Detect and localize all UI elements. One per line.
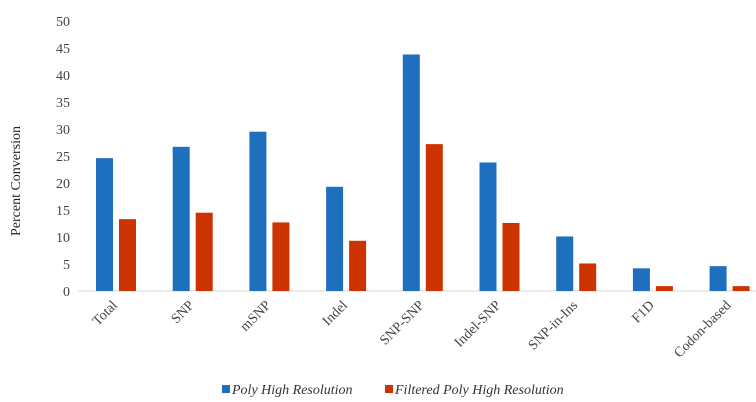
bar-poly-high-resolution-msnp [249, 131, 267, 291]
legend-swatch [385, 385, 393, 393]
bar-poly-high-resolution-snp-in-ins [556, 236, 574, 291]
bar-poly-high-resolution-snp [172, 146, 190, 291]
y-axis-title: Percent Conversion [9, 126, 24, 236]
bar-filtered-poly-high-resolution-indel-snp [502, 222, 520, 291]
bar-poly-high-resolution-f1d [632, 268, 650, 291]
y-tick-label: 25 [56, 150, 70, 165]
x-tick-label: mSNP [238, 298, 275, 335]
bar-poly-high-resolution-indel-snp [479, 162, 497, 291]
bar-filtered-poly-high-resolution-snp [195, 212, 213, 291]
legend-label: Poly High Resolution [231, 383, 353, 398]
bar-filtered-poly-high-resolution-snp-in-ins [579, 263, 597, 291]
x-tick-label: SNP-SNP [377, 298, 427, 348]
y-tick-label: 45 [56, 42, 70, 57]
x-tick-label: Indel [320, 298, 351, 329]
x-tick-label: SNP [169, 298, 198, 327]
y-tick-label: 40 [56, 69, 70, 84]
bar-poly-high-resolution-indel [326, 186, 344, 291]
x-tick-label: Total [90, 298, 121, 329]
bar-poly-high-resolution-total [96, 158, 113, 291]
x-tick-label: Codon-based [672, 298, 735, 361]
bar-poly-high-resolution-codon-based [709, 266, 727, 291]
y-tick-label: 50 [56, 15, 70, 30]
y-tick-label: 20 [56, 177, 70, 192]
bar-filtered-poly-high-resolution-f1d [655, 286, 673, 291]
x-tick-label: Indel-SNP [452, 298, 505, 351]
y-tick-label: 10 [56, 231, 70, 246]
y-tick-label: 0 [63, 285, 70, 300]
x-axis-labels: Total SNP mSNP Indel SNP-SNP Indel-SNP SNP-in-… [90, 298, 734, 361]
y-tick-label: 30 [56, 123, 70, 138]
legend-swatch [222, 385, 230, 393]
bar-filtered-poly-high-resolution-indel [349, 240, 367, 291]
bar-filtered-poly-high-resolution-snp-snp [425, 144, 443, 291]
y-axis-ticks: 0 5 10 15 20 25 30 35 40 45 50 [56, 15, 70, 300]
x-tick-label: F1D [630, 298, 658, 326]
bar-poly-high-resolution-snp-snp [402, 54, 420, 292]
bars-group [96, 54, 750, 292]
legend-label: Filtered Poly High Resolution [394, 383, 564, 398]
y-tick-label: 5 [63, 258, 70, 273]
y-tick-label: 15 [56, 204, 70, 219]
bar-filtered-poly-high-resolution-codon-based [732, 286, 750, 291]
legend: Poly High Resolution Filtered Poly High R… [222, 383, 564, 398]
bar-filtered-poly-high-resolution-total [119, 219, 136, 291]
x-tick-label: SNP-in-Ins [526, 298, 581, 353]
y-tick-label: 35 [56, 96, 70, 111]
bar-filtered-poly-high-resolution-msnp [272, 222, 290, 291]
